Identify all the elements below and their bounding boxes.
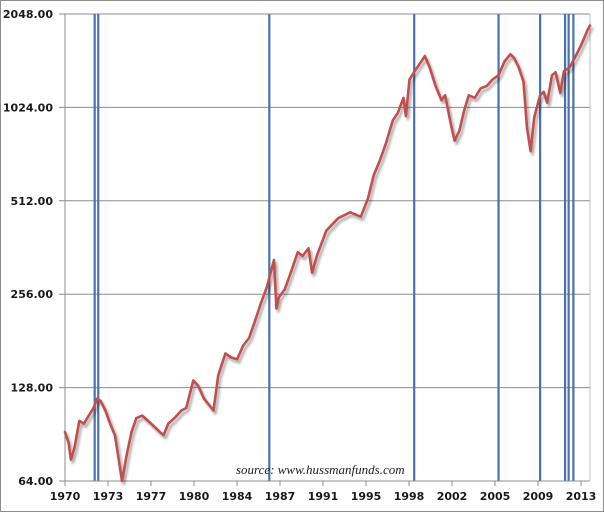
- y-tick-label: 2048.00: [3, 8, 53, 21]
- y-tick-label: 64.00: [18, 475, 53, 488]
- x-tick-label: 2013: [566, 490, 597, 503]
- y-axis-ticks: 64.00 128.00 256.00 512.00 1024.00 2048.00: [3, 8, 53, 488]
- y-tick-label: 512.00: [11, 195, 54, 208]
- x-tick-label: 1980: [179, 490, 210, 503]
- x-tick-label: 2002: [437, 490, 468, 503]
- x-tick-label: 1987: [265, 490, 296, 503]
- x-tick-label: 1991: [308, 490, 339, 503]
- x-tick-label: 2005: [480, 490, 511, 503]
- sp500-line: [63, 24, 592, 483]
- source-annotation: source: www.hussmanfunds.com: [236, 462, 405, 477]
- x-tick-label: 1984: [222, 490, 253, 503]
- x-tick-label: 1970: [50, 490, 81, 503]
- gridlines: [59, 13, 590, 389]
- x-tick-label: 1998: [394, 490, 425, 503]
- x-tick-label: 1995: [351, 490, 382, 503]
- vertical-markers: [93, 14, 575, 481]
- x-axis-ticks: 1970 1973 1977 1980 1984 1987 1991 1995 1998 2002…: [50, 481, 597, 503]
- x-tick-label: 1977: [136, 490, 167, 503]
- x-tick-label: 1973: [93, 490, 124, 503]
- y-tick-label: 128.00: [11, 382, 54, 395]
- y-tick-label: 256.00: [11, 288, 54, 301]
- x-tick-label: 2009: [523, 490, 554, 503]
- y-tick-label: 1024.00: [3, 101, 53, 114]
